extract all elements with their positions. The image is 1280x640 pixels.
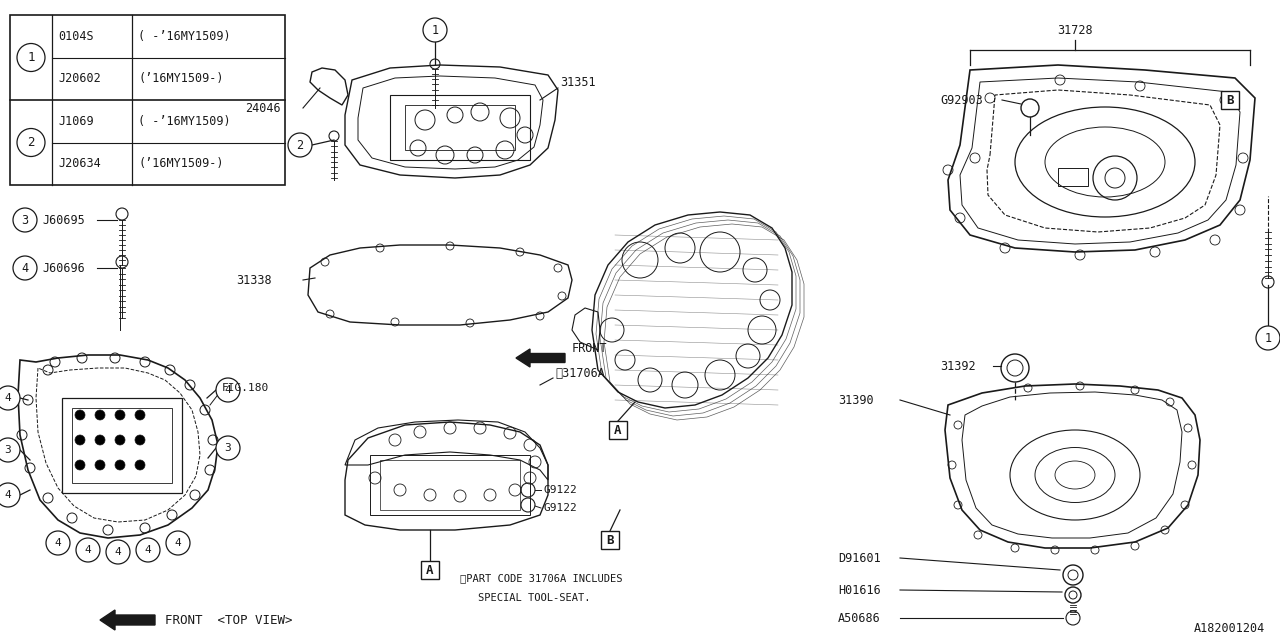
Circle shape: [76, 410, 84, 420]
Circle shape: [95, 410, 105, 420]
Circle shape: [136, 538, 160, 562]
Text: 31338: 31338: [236, 273, 271, 287]
Text: 0104S: 0104S: [58, 29, 93, 43]
Text: G9122: G9122: [543, 503, 577, 513]
Circle shape: [95, 435, 105, 445]
Circle shape: [76, 538, 100, 562]
Circle shape: [115, 435, 125, 445]
Circle shape: [76, 460, 84, 470]
Text: H01616: H01616: [838, 584, 881, 596]
FancyArrow shape: [100, 610, 155, 630]
Text: 4: 4: [174, 538, 182, 548]
Text: ( -’16MY1509): ( -’16MY1509): [138, 29, 230, 43]
Circle shape: [288, 133, 312, 157]
Text: 4: 4: [55, 538, 61, 548]
Text: 4: 4: [224, 385, 232, 395]
Text: 31728: 31728: [1057, 24, 1093, 36]
Bar: [609, 421, 627, 439]
Text: G92903: G92903: [940, 93, 983, 106]
Text: 31351: 31351: [561, 76, 595, 88]
Bar: [1221, 91, 1239, 109]
Text: J20634: J20634: [58, 157, 101, 170]
Text: (’16MY1509-): (’16MY1509-): [138, 72, 224, 85]
Circle shape: [0, 438, 20, 462]
Circle shape: [76, 435, 84, 445]
Text: FRONT  <TOP VIEW>: FRONT <TOP VIEW>: [165, 614, 293, 627]
Text: 24046: 24046: [244, 102, 280, 115]
Circle shape: [216, 436, 241, 460]
Circle shape: [46, 531, 70, 555]
Text: A: A: [426, 563, 434, 577]
Text: J20602: J20602: [58, 72, 101, 85]
Bar: [370, 455, 530, 515]
Circle shape: [0, 386, 20, 410]
Text: A50686: A50686: [838, 611, 881, 625]
Bar: [404, 105, 515, 150]
Text: 3: 3: [5, 445, 12, 455]
Bar: [421, 561, 439, 579]
Bar: [390, 95, 530, 160]
Text: 4: 4: [145, 545, 151, 555]
Text: ※31706A: ※31706A: [556, 367, 605, 380]
Text: 4: 4: [115, 547, 122, 557]
FancyArrow shape: [516, 349, 564, 367]
Text: B: B: [607, 534, 613, 547]
Circle shape: [115, 410, 125, 420]
Text: 1: 1: [1265, 332, 1271, 344]
Text: B: B: [1226, 93, 1234, 106]
Text: 4: 4: [22, 262, 28, 275]
Circle shape: [422, 18, 447, 42]
Circle shape: [166, 531, 189, 555]
Text: 3: 3: [224, 443, 232, 453]
Text: 4: 4: [5, 393, 12, 403]
Bar: [10, 15, 285, 185]
Text: FRONT: FRONT: [572, 342, 608, 355]
Bar: [61, 398, 182, 493]
Bar: [1059, 168, 1088, 186]
Circle shape: [13, 208, 37, 232]
Circle shape: [134, 435, 145, 445]
Text: D91601: D91601: [838, 552, 881, 564]
Circle shape: [0, 483, 20, 507]
Text: A182001204: A182001204: [1194, 621, 1265, 634]
Text: SPECIAL TOOL-SEAT.: SPECIAL TOOL-SEAT.: [477, 593, 590, 603]
Circle shape: [106, 540, 131, 564]
Bar: [602, 531, 620, 549]
Text: J60696: J60696: [42, 262, 84, 275]
Circle shape: [134, 410, 145, 420]
Circle shape: [17, 129, 45, 157]
Bar: [72, 408, 172, 483]
Bar: [380, 460, 520, 510]
Text: G9122: G9122: [543, 485, 577, 495]
Circle shape: [115, 460, 125, 470]
Text: 4: 4: [5, 490, 12, 500]
Text: 2: 2: [297, 138, 303, 152]
Text: 2: 2: [27, 136, 35, 149]
Text: 1: 1: [431, 24, 439, 36]
Text: (’16MY1509-): (’16MY1509-): [138, 157, 224, 170]
Text: 31392: 31392: [940, 360, 975, 372]
Circle shape: [13, 256, 37, 280]
Text: J1069: J1069: [58, 115, 93, 128]
Text: 31390: 31390: [838, 394, 874, 406]
Text: 1: 1: [27, 51, 35, 64]
Circle shape: [17, 44, 45, 72]
Text: FIG.180: FIG.180: [221, 383, 269, 393]
Circle shape: [216, 378, 241, 402]
Circle shape: [95, 460, 105, 470]
Text: ( -’16MY1509): ( -’16MY1509): [138, 115, 230, 128]
Circle shape: [1256, 326, 1280, 350]
Circle shape: [134, 460, 145, 470]
Text: A: A: [614, 424, 622, 436]
Text: ※PART CODE 31706A INCLUDES: ※PART CODE 31706A INCLUDES: [460, 573, 622, 583]
Text: 3: 3: [22, 214, 28, 227]
Text: 4: 4: [84, 545, 91, 555]
Text: J60695: J60695: [42, 214, 84, 227]
